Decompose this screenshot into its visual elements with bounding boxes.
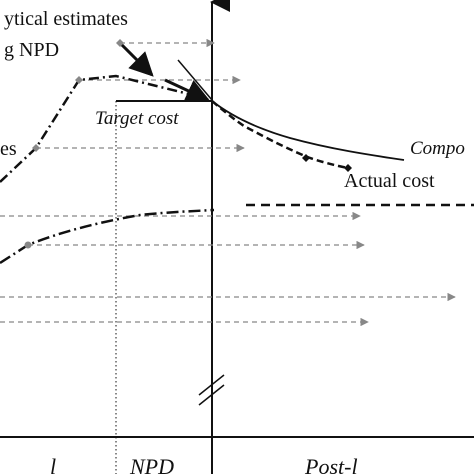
estimate-point: [116, 39, 124, 47]
estimate-arrow-bold: [164, 78, 211, 102]
post-launch-phase-label: Post-l: [304, 454, 358, 474]
actual-cost-marker: [302, 154, 310, 162]
dashed-arrows: [0, 38, 456, 327]
estimates-label-line2: g NPD: [4, 39, 59, 61]
estimate-arrow-bold: [118, 41, 154, 77]
bottom-left-phase-label: l: [50, 454, 56, 474]
estimate-point: [32, 144, 40, 152]
estimates-label-line1: ytical estimates: [4, 8, 128, 30]
npd-phase-label: NPD: [129, 454, 174, 474]
estimate-point: [24, 241, 32, 249]
component-cost-label: Compo: [410, 138, 465, 159]
component-cost-curve: [211, 100, 405, 161]
left-fragment-label: es: [0, 138, 17, 160]
actual-cost-marker: [344, 164, 352, 172]
estimate-curve-upper: [0, 74, 206, 183]
axis-break-mark: [198, 384, 225, 406]
axis-break-mark: [198, 374, 225, 396]
target-cost-label: Target cost: [95, 108, 179, 129]
estimate-point: [75, 76, 83, 84]
actual-cost-label: Actual cost: [344, 170, 435, 192]
estimate-points: [24, 39, 124, 249]
estimate-curve-lower: [0, 208, 215, 265]
convergence-line: [177, 59, 213, 101]
actual-cost-curve: [211, 100, 349, 170]
